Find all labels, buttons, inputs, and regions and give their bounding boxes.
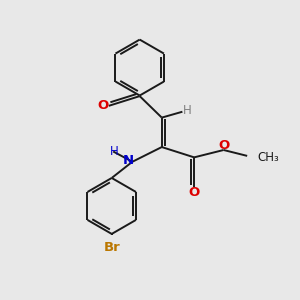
Text: O: O: [98, 99, 109, 112]
Text: H: H: [183, 104, 192, 117]
Text: O: O: [188, 186, 200, 199]
Text: O: O: [219, 139, 230, 152]
Text: CH₃: CH₃: [257, 151, 279, 164]
Text: H: H: [110, 145, 119, 158]
Text: Br: Br: [103, 241, 120, 254]
Text: N: N: [123, 154, 134, 167]
